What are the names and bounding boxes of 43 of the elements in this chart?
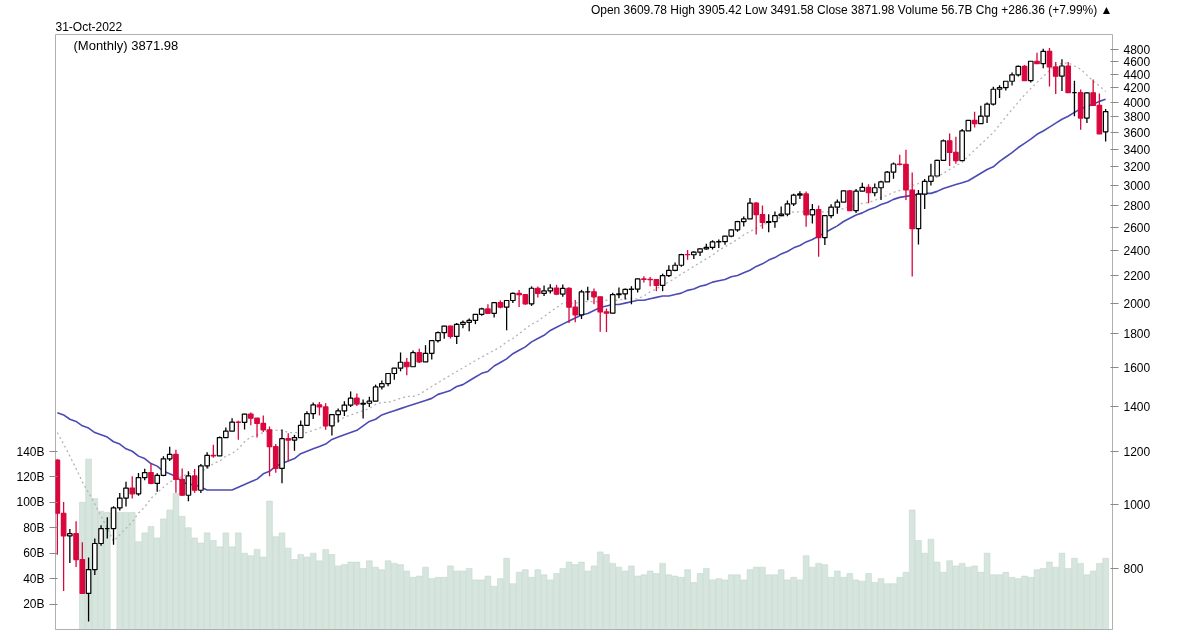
candlestick bbox=[1027, 60, 1034, 84]
y2-tick-label: 2400 bbox=[1123, 243, 1151, 258]
y-tick-label: 60B bbox=[23, 546, 45, 561]
y-tick-label: 100B bbox=[16, 495, 45, 510]
y-tick-label: 20B bbox=[23, 597, 45, 612]
y2-tick-label: 4600 bbox=[1123, 55, 1151, 70]
chart-title: (Monthly) 3871.98 bbox=[73, 37, 179, 53]
y2-tick-label: 4800 bbox=[1123, 42, 1151, 57]
y2-tick-label: 3000 bbox=[1123, 179, 1151, 194]
y2-tick-label: 3600 bbox=[1123, 126, 1151, 141]
candlestick bbox=[803, 190, 809, 228]
y2-tick-label: 1600 bbox=[1123, 361, 1151, 376]
y2-tick-label: 800 bbox=[1123, 562, 1144, 577]
y2-tick-label: 3200 bbox=[1123, 160, 1151, 175]
y-tick-label: 140B bbox=[16, 444, 45, 459]
y2-tick-label: 4000 bbox=[1123, 95, 1151, 110]
text: Open 3609.78 High 3905.42 Low 3491.58 Close 3871.98 Volume 56.7B Chg +286.36 (+7.99%) ▲ bbox=[590, 3, 1113, 17]
candlestick bbox=[1040, 48, 1047, 69]
y2-tick-label: 2600 bbox=[1123, 220, 1151, 235]
y2-tick-label: 1800 bbox=[1123, 327, 1151, 342]
y2-tick-label: 2000 bbox=[1123, 296, 1151, 311]
y2-tick-label: 1000 bbox=[1123, 497, 1151, 512]
y2-tick-label: 3400 bbox=[1123, 142, 1151, 157]
candlestick bbox=[1102, 108, 1109, 143]
y2-tick-label: 1200 bbox=[1123, 444, 1151, 459]
y-tick-label: 40B bbox=[23, 571, 45, 586]
candlestick bbox=[809, 203, 816, 225]
candlestick bbox=[185, 470, 192, 502]
candlestick bbox=[285, 432, 292, 462]
y-tick-label: 120B bbox=[16, 469, 45, 484]
y-tick-label: 80B bbox=[23, 520, 45, 535]
y2-tick-label: 3800 bbox=[1123, 110, 1151, 125]
candlestick bbox=[191, 468, 198, 494]
y2-tick-label: 4200 bbox=[1123, 81, 1151, 96]
y2-tick-label: 2800 bbox=[1123, 199, 1151, 214]
candlestick bbox=[129, 475, 136, 500]
candlestick bbox=[67, 528, 73, 564]
candlestick bbox=[1034, 52, 1040, 65]
y2-tick-label: 2200 bbox=[1123, 268, 1151, 283]
y2-tick-label: 1400 bbox=[1123, 400, 1151, 415]
annotation: 31-Oct-2022 bbox=[55, 20, 123, 34]
candlestick bbox=[1059, 58, 1065, 92]
y2-tick-label: 4400 bbox=[1123, 67, 1151, 82]
